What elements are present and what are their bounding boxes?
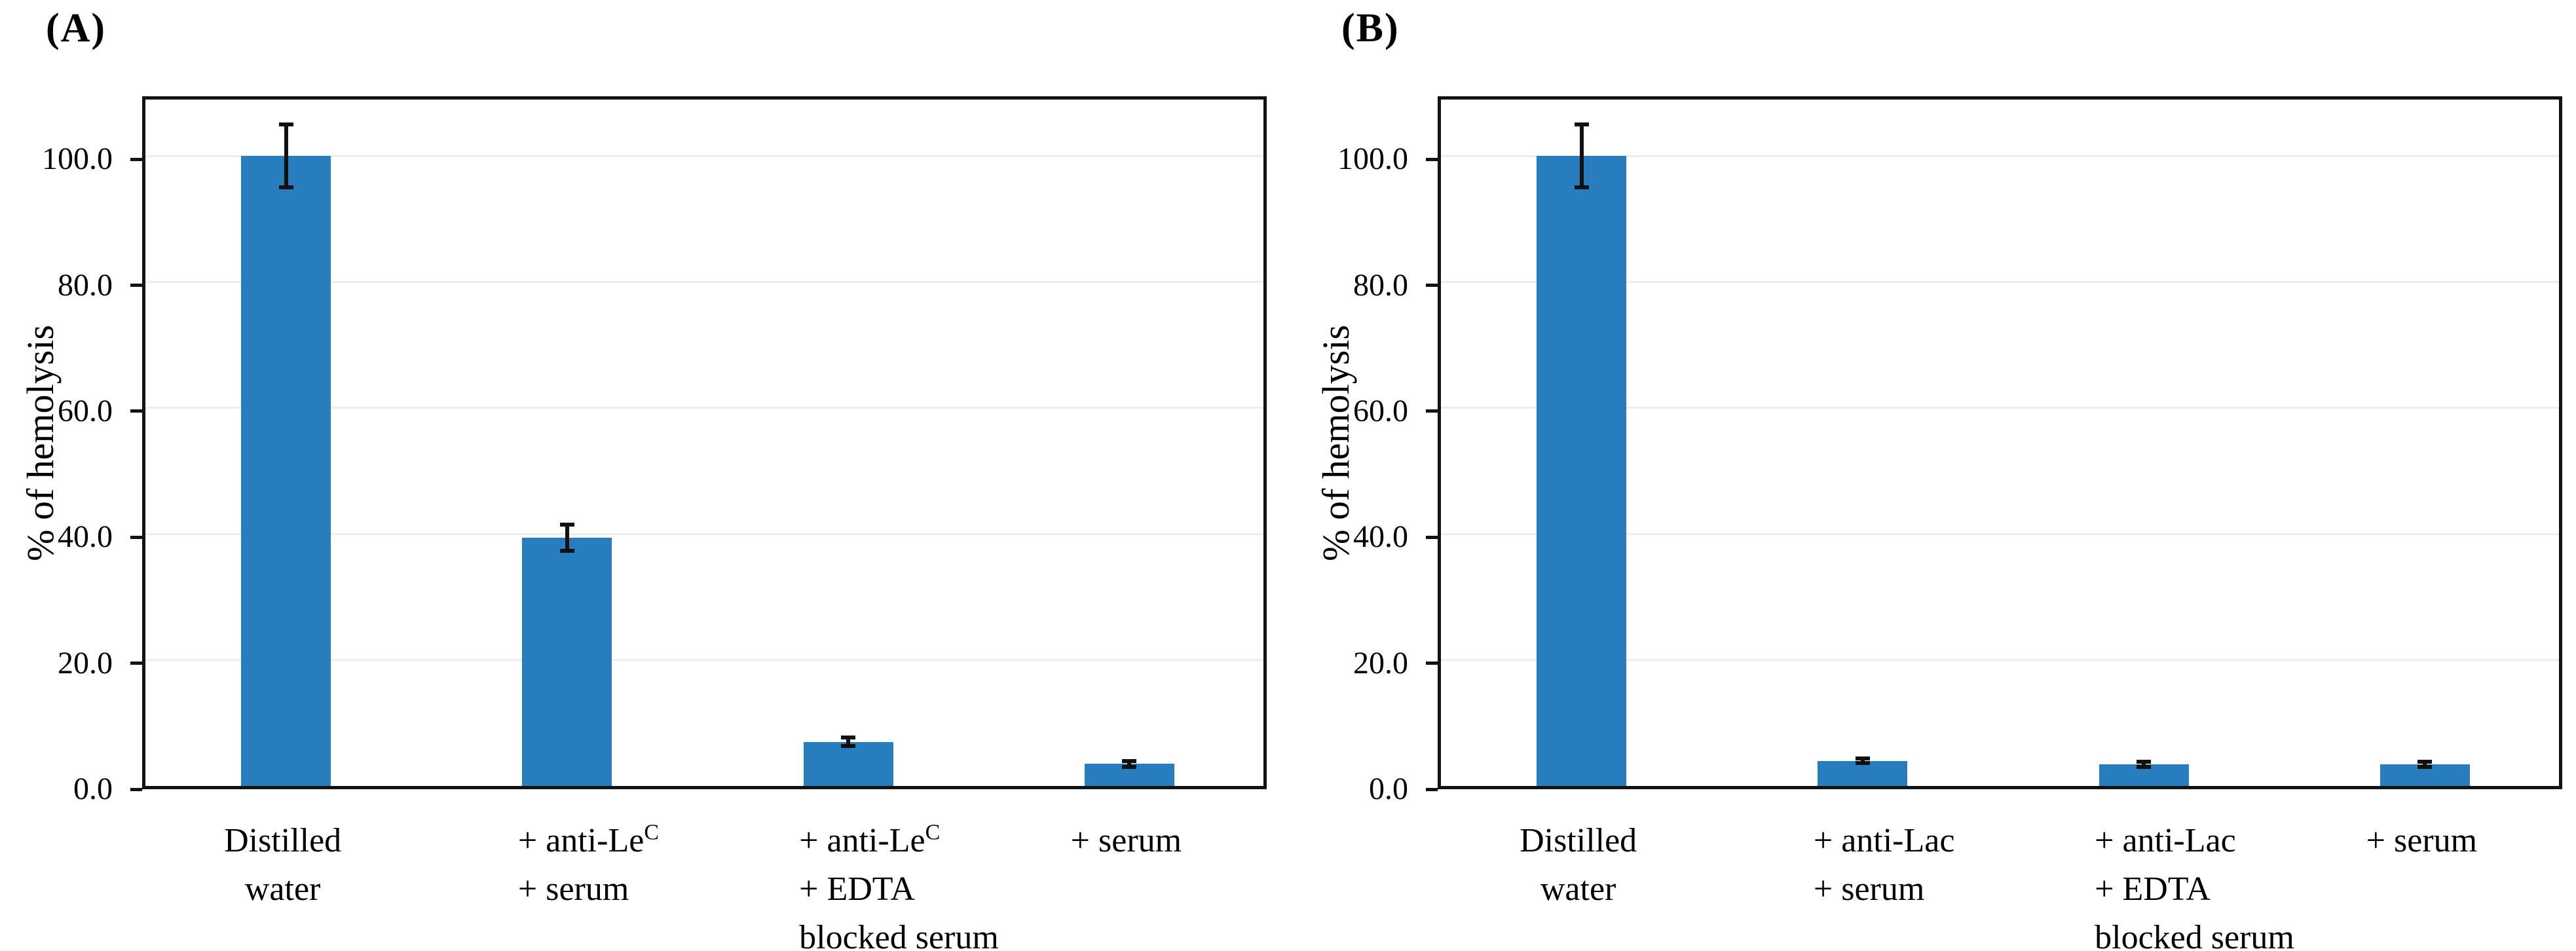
y-axis-title-box-b: % of hemolysis (1299, 96, 1372, 789)
panel-a-label: (A) (46, 6, 107, 50)
y-tick-label-40.0: 40.0 (1353, 519, 1408, 555)
error-bar-cap-2-bottom (1855, 761, 1870, 766)
y-axis-tick-0.0 (1426, 787, 1438, 791)
gridline-20.0 (145, 659, 1263, 662)
panel-b-label: (B) (1341, 6, 1400, 50)
y-tick-label-0.0: 0.0 (73, 772, 113, 806)
y-tick-label-80.0: 80.0 (1353, 267, 1408, 303)
x-label-line: + anti-Lac (2095, 822, 2236, 859)
y-axis-tick-80.0 (130, 284, 142, 288)
error-bar-cap-4-bottom (2417, 765, 2433, 770)
error-bar-cap-3-top (2137, 760, 2152, 764)
error-bar-line-2 (1860, 758, 1865, 764)
x-label-line: + serum (517, 870, 629, 908)
gridline-100.0 (1441, 155, 2559, 157)
x-label-line: water (244, 870, 321, 908)
gridline-80.0 (145, 281, 1263, 284)
y-axis-tick-80.0 (1426, 284, 1438, 288)
x-category-label-3: + anti-LeC + EDTA blocked serum (799, 817, 999, 951)
x-label-line: + serum (2366, 822, 2478, 859)
x-label-line: + anti-LeC (799, 820, 941, 859)
error-bar-line-3 (2142, 762, 2146, 768)
bar-1 (1537, 156, 1627, 786)
error-bar-cap-4-top (1122, 758, 1137, 763)
x-category-label-4: + serum (1071, 817, 1182, 865)
y-tick-label-20.0: 20.0 (1353, 645, 1408, 681)
gridline-80.0 (1441, 281, 2559, 284)
error-bar-cap-2-top (1855, 756, 1870, 760)
x-label-line: water (1540, 870, 1616, 908)
error-bar-line-2 (565, 524, 569, 551)
y-tick-label-80.0: 80.0 (58, 267, 113, 303)
gridline-60.0 (145, 407, 1263, 409)
gridline-60.0 (1441, 407, 2559, 409)
x-label-line: + serum (1813, 870, 1925, 908)
x-category-label-2: + anti-LeC + serum (518, 817, 659, 914)
x-category-label-3: + anti-Lac + EDTA blocked serum (2095, 817, 2294, 951)
y-axis-tick-0.0 (130, 787, 142, 791)
error-bar-cap-3-bottom (841, 744, 856, 749)
x-category-label-1: Distilled water (224, 817, 341, 914)
y-tick-label-20.0: 20.0 (58, 645, 113, 681)
panel-b: (B) % of hemolysis Distilled water + anti-… (1296, 0, 2576, 951)
y-tick-label-60.0: 60.0 (1353, 393, 1408, 428)
error-bar-line-1 (1579, 124, 1584, 188)
error-bar-cap-4-bottom (1122, 765, 1137, 770)
superscript: C (644, 820, 660, 845)
bar-1 (241, 156, 331, 786)
y-axis-tick-100.0 (1426, 157, 1438, 161)
y-axis-title-box-a: % of hemolysis (4, 96, 76, 789)
x-label-line: + serum (1070, 822, 1182, 859)
error-bar-cap-1-top (278, 122, 293, 127)
plot-area-a (142, 96, 1267, 789)
bar-3 (803, 741, 893, 786)
y-axis-tick-40.0 (130, 535, 142, 539)
x-label-line: Distilled (1520, 822, 1637, 859)
y-tick-label-0.0: 0.0 (1369, 772, 1408, 806)
error-bar-cap-2-top (559, 522, 574, 527)
error-bar-cap-1-top (1574, 122, 1589, 127)
superscript: C (925, 820, 941, 845)
y-axis-tick-60.0 (130, 409, 142, 413)
x-label-line: + anti-Lac (1813, 822, 1955, 859)
x-label-line: + EDTA (799, 870, 915, 908)
y-tick-label-100.0: 100.0 (1337, 141, 1408, 177)
x-label-line: blocked serum (799, 919, 999, 951)
y-tick-label-60.0: 60.0 (58, 393, 113, 428)
y-axis-tick-20.0 (130, 662, 142, 665)
y-tick-label-100.0: 100.0 (42, 141, 113, 177)
y-axis-tick-100.0 (130, 157, 142, 161)
y-axis-tick-40.0 (1426, 535, 1438, 539)
error-bar-cap-3-top (841, 735, 856, 739)
bar-2 (522, 538, 612, 786)
error-bar-cap-1-bottom (278, 185, 293, 190)
x-category-label-4: + serum (2366, 817, 2477, 865)
x-label-line: blocked serum (2095, 919, 2294, 951)
error-bar-cap-2-bottom (559, 549, 574, 553)
gridline-20.0 (1441, 659, 2559, 662)
error-bar-cap-4-top (2417, 760, 2433, 764)
x-label-line: + EDTA (2095, 870, 2211, 908)
y-axis-tick-20.0 (1426, 662, 1438, 665)
error-bar-cap-1-bottom (1574, 185, 1589, 190)
error-bar-line-3 (846, 737, 851, 747)
x-label-line: Distilled (224, 822, 342, 859)
y-tick-label-40.0: 40.0 (58, 519, 113, 555)
error-bar-cap-3-bottom (2137, 765, 2152, 770)
x-category-label-1: Distilled water (1520, 817, 1637, 914)
x-category-label-2: + anti-Lac + serum (1814, 817, 1955, 914)
gridline-100.0 (145, 155, 1263, 157)
y-axis-tick-60.0 (1426, 409, 1438, 413)
error-bar-line-4 (1127, 760, 1132, 768)
error-bar-line-4 (2423, 762, 2427, 768)
plot-area-b (1438, 96, 2562, 789)
gridline-40.0 (1441, 532, 2559, 535)
x-label-line: + anti-LeC (517, 820, 660, 859)
error-bar-line-1 (284, 124, 288, 188)
panel-a: (A) % of hemolysis Distilled water + anti-… (0, 0, 1280, 951)
gridline-40.0 (145, 532, 1263, 535)
